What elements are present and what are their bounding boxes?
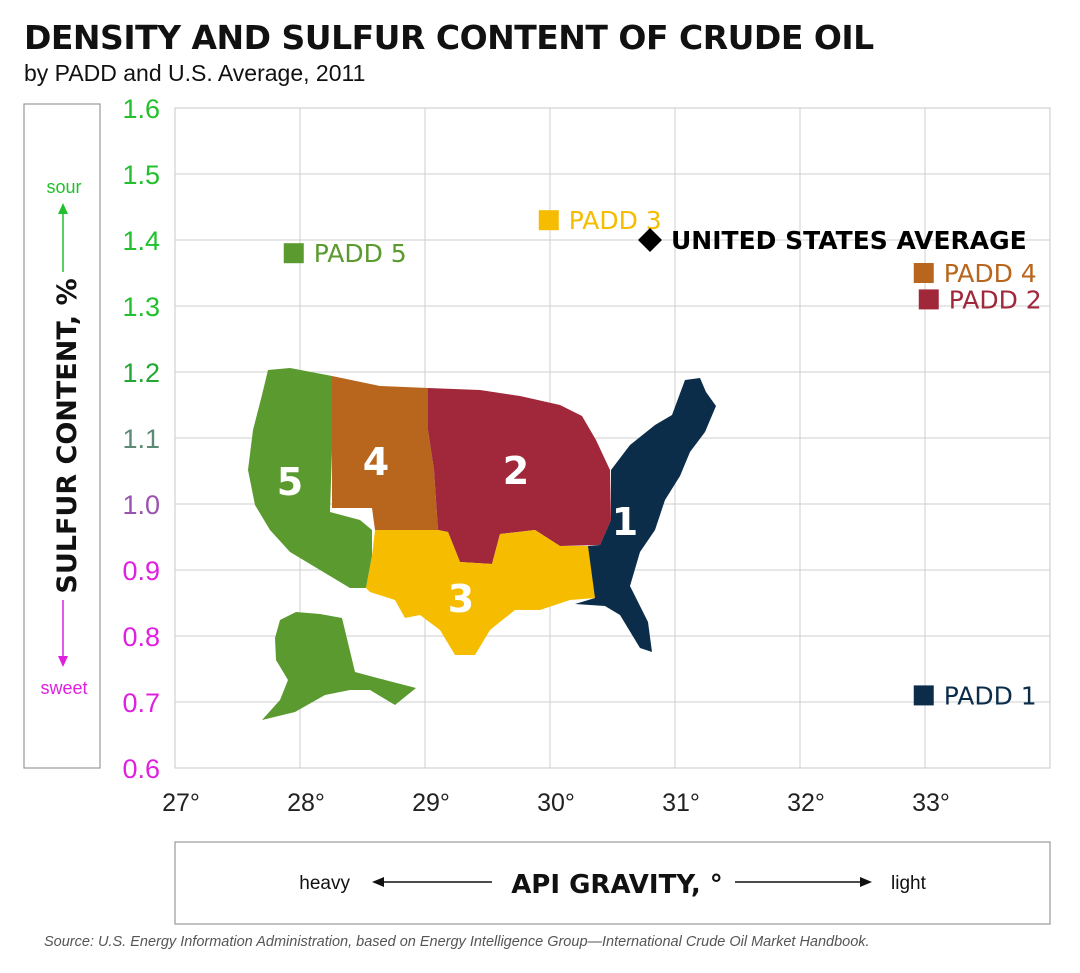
padd-5-region [248,368,372,588]
point-padd-4 [913,263,934,283]
padd-3-region [366,530,598,655]
padd-2-region [428,388,611,564]
source-note: Source: U.S. Energy Information Administ… [44,934,870,950]
y-tick-label: 1.1 [122,424,160,454]
padd-4-map-label: 4 [363,440,389,484]
chart-subtitle: by PADD and U.S. Average, 2011 [24,60,366,86]
x-axis-box [174,841,1051,925]
y-axis-box [23,103,101,769]
y-tick-label: 1.4 [122,226,160,256]
y-tick-label: 1.3 [122,292,160,322]
y-axis-top-label: sour [46,177,81,197]
x-tick-label: 33° [912,789,950,817]
x-tick-label: 29° [412,789,450,817]
x-tick-label: 30° [537,789,575,817]
point-padd-1 [913,685,934,706]
padd-4-region [332,376,438,530]
label-padd-4: PADD 4 [944,259,1037,288]
padd-2-map-label: 2 [503,449,529,493]
x-axis-left-arrowhead [372,877,384,887]
plot-frame [174,107,1051,769]
point-padd-2 [918,289,939,310]
padd-3-map-label: 3 [448,577,474,621]
label-padd-3: PADD 3 [569,206,662,235]
y-tick-label: 0.7 [122,688,160,718]
chart-title: DENSITY AND SULFUR CONTENT OF CRUDE OIL [24,18,874,57]
x-axis-right-label: light [891,873,927,894]
y-tick-label: 1.5 [122,160,160,190]
x-tick-label: 27° [162,789,200,817]
padd-1-region [575,378,716,652]
y-axis-bottom-label: sweet [40,678,87,698]
y-axis-down-arrowhead [58,656,68,667]
y-tick-label: 1.2 [122,358,160,388]
alaska-region [262,612,416,720]
x-tick-label: 28° [287,789,325,817]
y-tick-label: 1.6 [122,94,160,124]
padd-map-illustration: 5 4 2 3 1 [248,368,716,720]
y-tick-label: 0.6 [122,754,160,784]
y-axis-title: SULFUR CONTENT, % [52,278,83,593]
y-axis-up-arrowhead [58,203,68,214]
x-axis-right-arrowhead [860,877,872,887]
x-axis-left-label: heavy [299,873,350,894]
label-padd-2: PADD 2 [949,285,1042,314]
x-tick-label: 31° [662,789,700,817]
y-tick-label: 1.0 [122,490,160,520]
label-united-states-average: UNITED STATES AVERAGE [671,226,1027,255]
y-tick-label: 0.9 [122,556,160,586]
padd-1-map-label: 1 [612,500,638,544]
point-padd-3 [538,210,559,231]
axis-ticks: 0.6 0.7 0.8 0.9 1.0 1.1 1.2 1.3 1.4 1.5 1.6 27° 28° 2… [122,94,949,817]
padd-5-map-label: 5 [277,460,303,504]
label-padd-5: PADD 5 [314,239,407,268]
point-padd-5 [283,243,304,264]
y-tick-label: 0.8 [122,622,160,652]
x-tick-label: 32° [787,789,825,817]
label-padd-1: PADD 1 [944,681,1037,710]
x-axis-title: API GRAVITY, ° [511,870,723,900]
point-united-states-average [638,228,662,252]
